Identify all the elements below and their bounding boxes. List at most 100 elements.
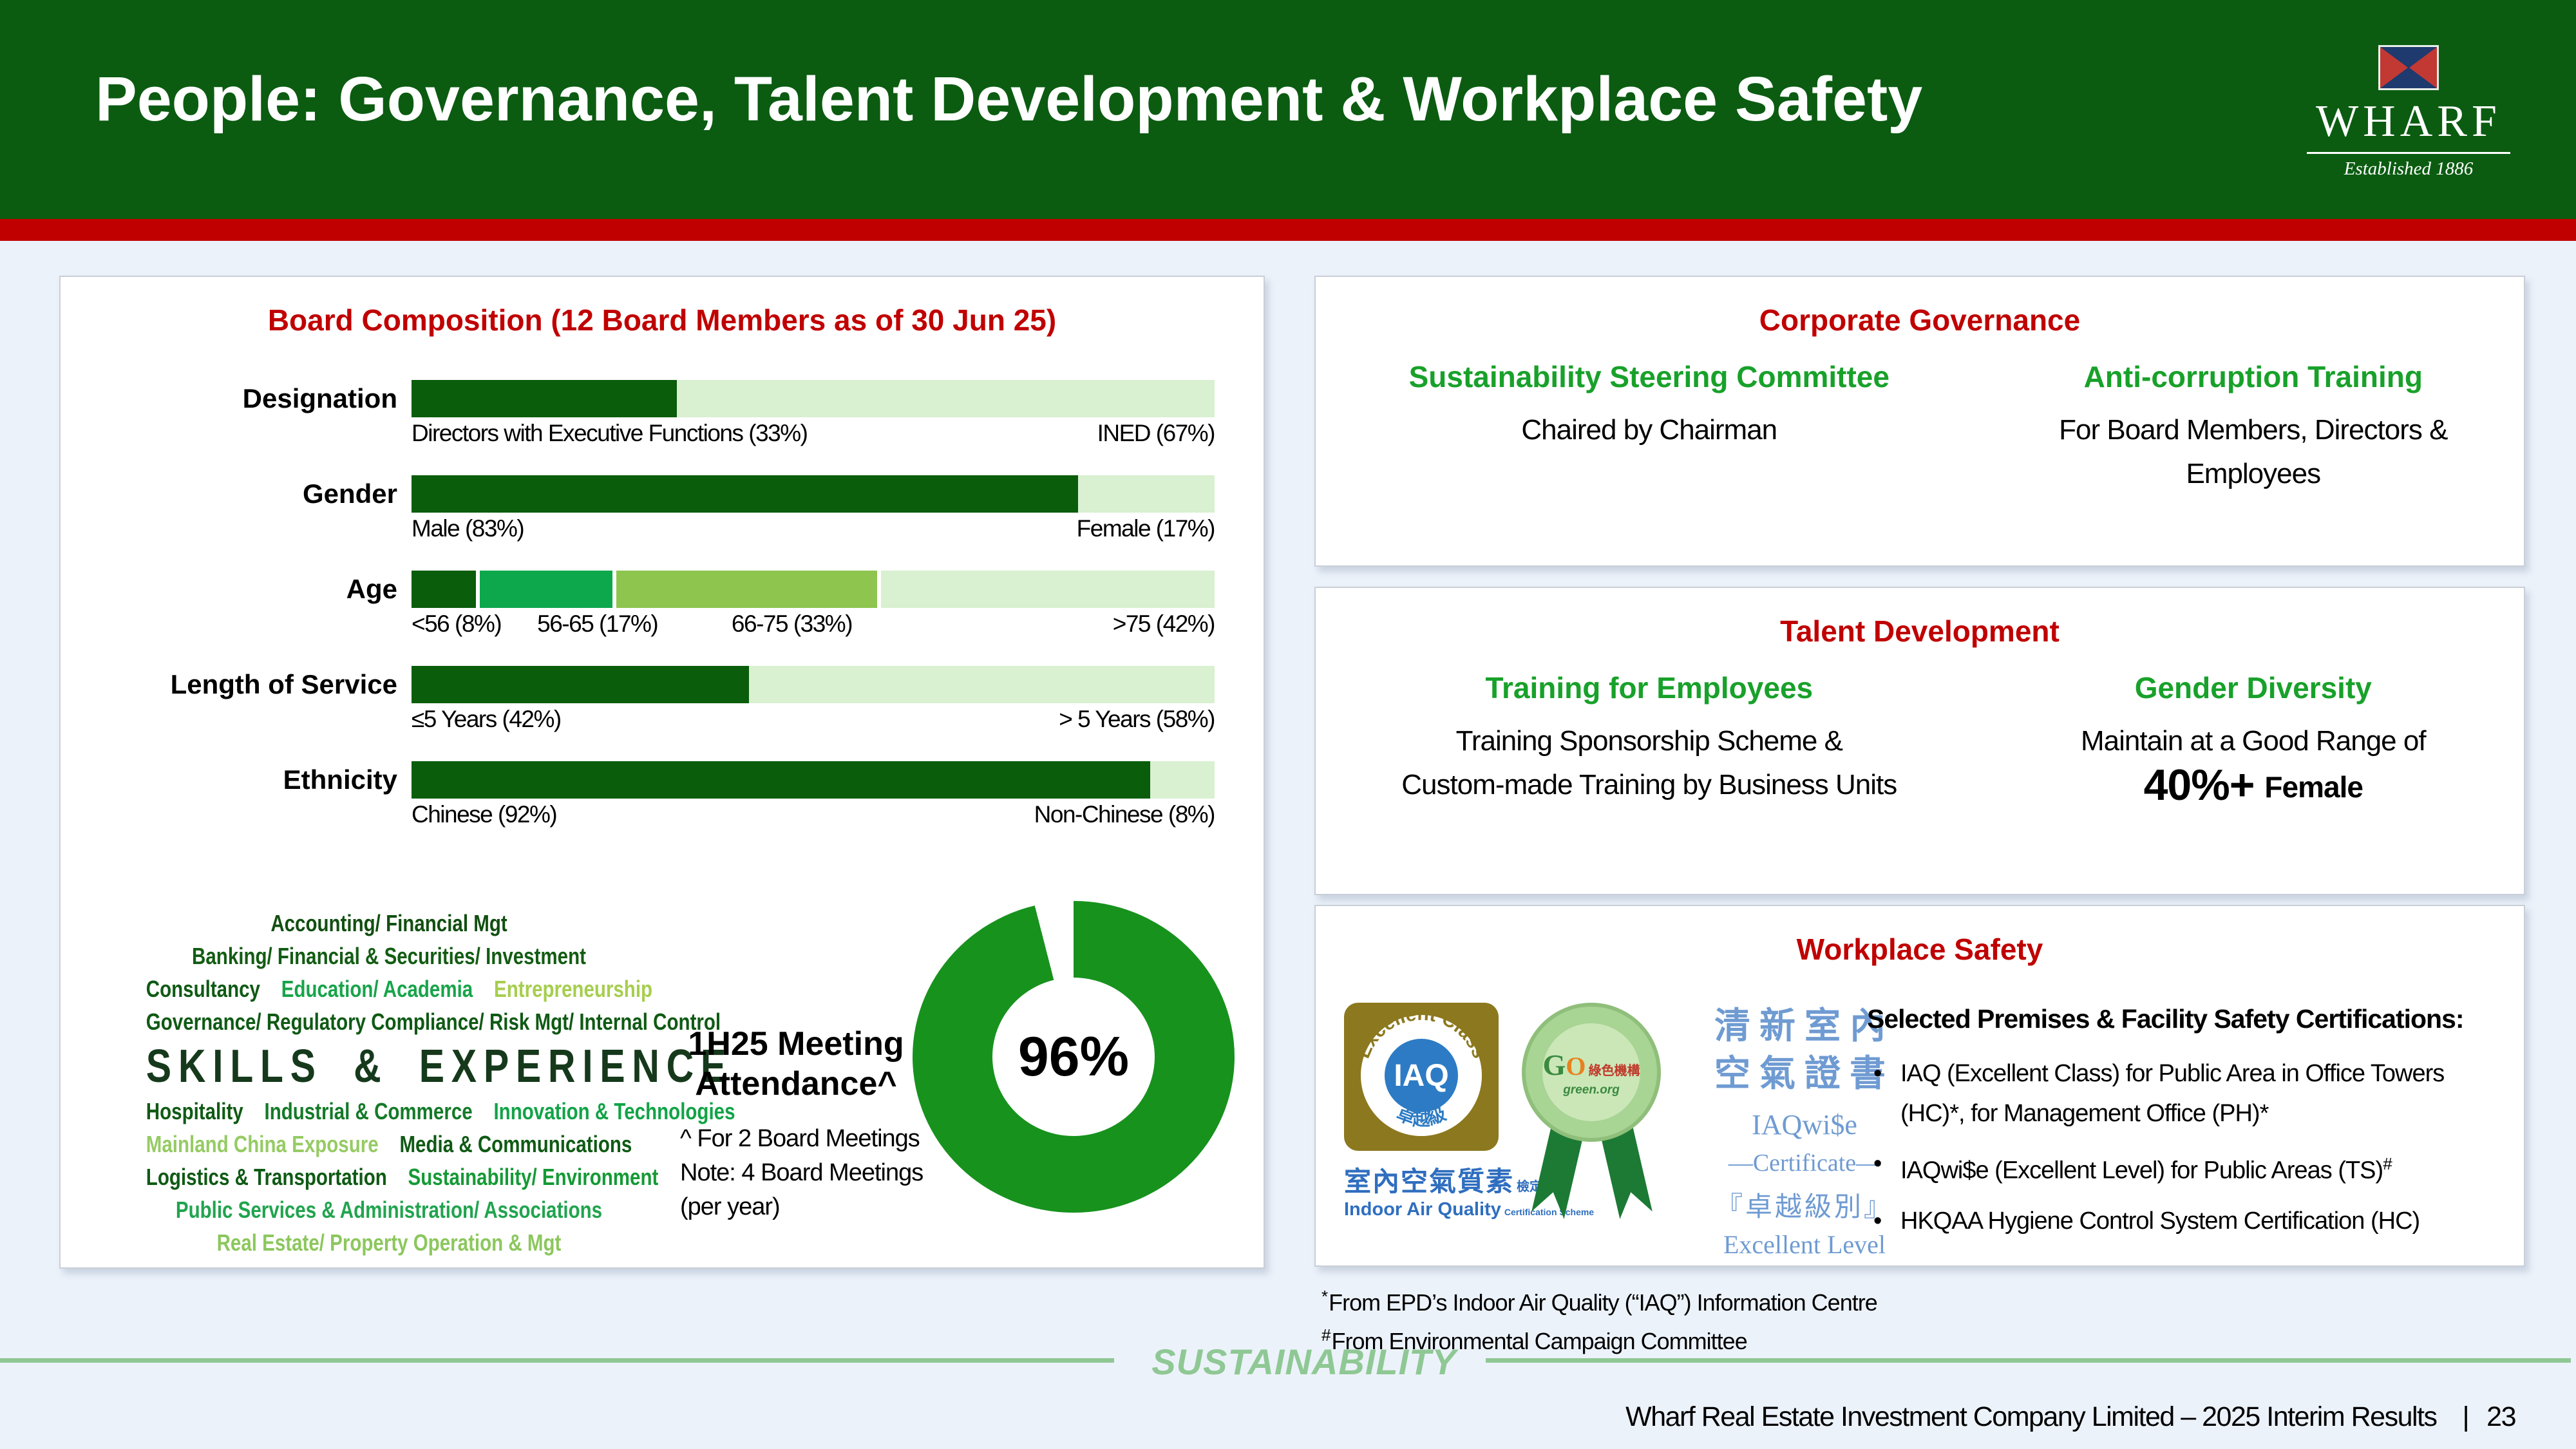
red-accent-strip	[0, 219, 2576, 241]
skills-cloud-word: Real Estate/ Property Operation & Mgt	[216, 1229, 562, 1256]
column-heading: Sustainability Steering Committee	[1408, 360, 1889, 393]
bar-segment	[412, 475, 1078, 513]
safety-bullet: HKQAA Hygiene Control System Certificati…	[1867, 1201, 2505, 1241]
bar-segment	[412, 380, 677, 417]
board-row: Designation Directors with Executive Func…	[61, 380, 1264, 448]
board-row-category: Ethnicity	[283, 764, 397, 795]
seal-center: GO 綠色機構 green.org	[1542, 1023, 1640, 1121]
footnotes: *From EPD’s Indoor Air Quality (“IAQ”) I…	[1321, 1280, 1878, 1358]
safety-bullet: IAQ (Excellent Class) for Public Area in…	[1867, 1054, 2505, 1133]
attendance-percent: 96%	[1018, 1025, 1130, 1088]
highlight-label: Female	[2264, 770, 2363, 804]
seal-logo-org: green.org	[1563, 1083, 1620, 1097]
skills-cloud-line: SKILLS & EXPERIENCE	[135, 1039, 726, 1094]
board-row-bar: ≤5 Years (42%) > 5 Years (58%)	[412, 666, 1215, 734]
bar-segment-label: Female (17%)	[1076, 515, 1216, 542]
bar-segment	[412, 666, 749, 703]
bar-segment-labels: Chinese (92%) Non-Chinese (8%)	[412, 799, 1216, 829]
board-row: Ethnicity Chinese (92%) Non-Chinese (8%)	[61, 761, 1264, 829]
flag-right-triangle	[2409, 47, 2437, 88]
bar-segment-label: Directors with Executive Functions (33%)	[412, 420, 808, 446]
attendance-note: ^ For 2 Board Meetings	[680, 1125, 920, 1152]
skills-cloud-word: Industrial & Commerce	[264, 1098, 473, 1124]
bar-segment-label: Male (83%)	[412, 515, 525, 542]
cert-name: IAQwi$e	[1752, 1109, 1857, 1141]
logo-divider	[2307, 152, 2510, 154]
board-row-track	[412, 761, 1215, 799]
board-row-bar: Male (83%) Female (17%)	[412, 475, 1216, 544]
board-row-track	[412, 571, 1215, 608]
bar-segment-label: Non-Chinese (8%)	[1034, 801, 1216, 828]
column-text: Maintain at a Good Range of	[2080, 725, 2427, 757]
bar-segment	[412, 571, 476, 608]
safety-bullet: IAQwi$e (Excellent Level) for Public Are…	[1867, 1144, 2505, 1191]
board-row-track	[412, 666, 1215, 703]
footer-divider: |	[2462, 1401, 2469, 1432]
column-text: Custom-made Training by Business Units	[1401, 769, 1897, 800]
iaq-caption-en-small: Certification Scheme	[1504, 1207, 1595, 1217]
safety-certifications-block: Selected Premises & Facility Safety Cert…	[1867, 1004, 2505, 1251]
talent-development-panel: Talent Development Training for Employee…	[1314, 587, 2525, 895]
skills-cloud-word: Education/ Academia	[281, 976, 473, 1002]
corporate-governance-panel: Corporate Governance Sustainability Stee…	[1314, 276, 2525, 567]
skills-cloud-word: Banking/ Financial & Securities/ Investm…	[192, 943, 586, 969]
board-row: Length of Service ≤5 Years (42%) > 5 Years…	[61, 666, 1264, 734]
workplace-safety-panel: Workplace Safety Excellent Class IAQ	[1314, 905, 2525, 1267]
skills-cloud-word: Entrepreneurship	[494, 976, 653, 1002]
bar-segment	[1078, 475, 1215, 513]
sustainability-line-right	[1486, 1358, 2571, 1363]
bar-segment-label: 56-65 (17%)	[537, 611, 659, 637]
panel-column: Training for Employees Training Sponsorsh…	[1316, 670, 1983, 810]
meeting-attendance-notes: ^ For 2 Board Meetings Note: 4 Board Meet…	[680, 1122, 938, 1224]
highlight-value: 40%+	[2143, 761, 2255, 810]
bar-segment-labels: ≤5 Years (42%) > 5 Years (58%)	[412, 703, 1215, 734]
bar-segment-labels: Directors with Executive Functions (33%)…	[412, 417, 1216, 448]
skills-cloud-word: Accounting/ Financial Mgt	[270, 910, 507, 936]
board-row-category: Age	[346, 574, 397, 604]
safety-certifications-heading: Selected Premises & Facility Safety Cert…	[1867, 1004, 2465, 1034]
meeting-attendance-title: 1H25 Meeting Attendance^	[688, 1025, 904, 1103]
talent-development-title: Talent Development	[1780, 614, 2060, 648]
iaq-excellent-class-badge: Excellent Class IAQ 卓越級 室內空氣質素檢定計劃	[1344, 1003, 1594, 1220]
board-row: Age <56 (8%) 56-65 (17%) 66-75 (33%) >75 (42…	[61, 571, 1264, 639]
header-band: People: Governance, Talent Development &…	[0, 0, 2576, 219]
skills-cloud-line: Mainland China Exposure Media & Communica…	[135, 1128, 642, 1160]
skills-cloud-line: Accounting/ Financial Mgt	[135, 907, 642, 940]
workplace-safety-title: Workplace Safety	[1796, 933, 2043, 966]
footnote: #From Environmental Campaign Committee	[1321, 1325, 1748, 1354]
bar-segment-labels: Male (83%) Female (17%)	[412, 513, 1216, 544]
board-composition-panel: Board Composition (12 Board Members as o…	[59, 276, 1265, 1269]
slide-title: People: Governance, Talent Development &…	[95, 64, 1923, 134]
bar-segment-label: > 5 Years (58%)	[1059, 706, 1215, 732]
seal-logo-o: O	[1566, 1051, 1586, 1081]
column-text: Training Sponsorship Scheme &	[1455, 725, 1843, 757]
iaqwise-certificate-text: 清新室內 空氣證書 IAQwi$e —Certificate— 『卓越級別』 E…	[1685, 1003, 1924, 1260]
column-text: Chaired by Chairman	[1521, 414, 1777, 446]
green-seal-badge: GO 綠色機構 green.org	[1520, 1003, 1662, 1260]
panel-column: Gender Diversity Maintain at a Good Range…	[1983, 670, 2524, 810]
skills-cloud-line: Real Estate/ Property Operation & Mgt	[135, 1226, 642, 1259]
wharf-logo: WHARF Established 1886	[2306, 45, 2512, 180]
skills-experience-cloud: Accounting/ Financial Mgt Banking/ Financ…	[80, 907, 735, 1259]
skills-cloud-line: Logistics & Transportation Sustainability…	[135, 1160, 659, 1193]
bar-segment-label: INED (67%)	[1097, 420, 1216, 446]
skills-cloud-word: Mainland China Exposure	[146, 1131, 379, 1157]
cert-line2-zh: 空氣證書	[1714, 1054, 1895, 1094]
column-heading: Gender Diversity	[2134, 671, 2372, 705]
cert-certificate: —Certificate—	[1728, 1150, 1881, 1177]
slide-footer: Wharf Real Estate Investment Company Lim…	[1625, 1401, 2516, 1433]
board-row-track	[412, 475, 1215, 513]
certification-badges: Excellent Class IAQ 卓越級 室內空氣質素檢定計劃	[1344, 1003, 1924, 1260]
board-row-category: Gender	[302, 478, 397, 509]
column-heading: Anti-corruption Training	[2083, 360, 2423, 393]
column-highlight: 40%+ Female	[2002, 763, 2505, 810]
attendance-donut-chart: 96%	[913, 901, 1235, 1213]
sustainability-label: SUSTAINABILITY	[1151, 1341, 1457, 1382]
skills-cloud-line: Banking/ Financial & Securities/ Investm…	[135, 940, 642, 972]
bar-segment-label: Chinese (92%)	[412, 801, 558, 828]
panel-column: Anti-corruption Training For Board Member…	[1983, 359, 2524, 496]
board-row-category: Length of Service	[170, 669, 397, 699]
seal-logo-g: G	[1542, 1048, 1566, 1081]
iaq-badge-icon: Excellent Class IAQ 卓越級	[1344, 1003, 1499, 1151]
